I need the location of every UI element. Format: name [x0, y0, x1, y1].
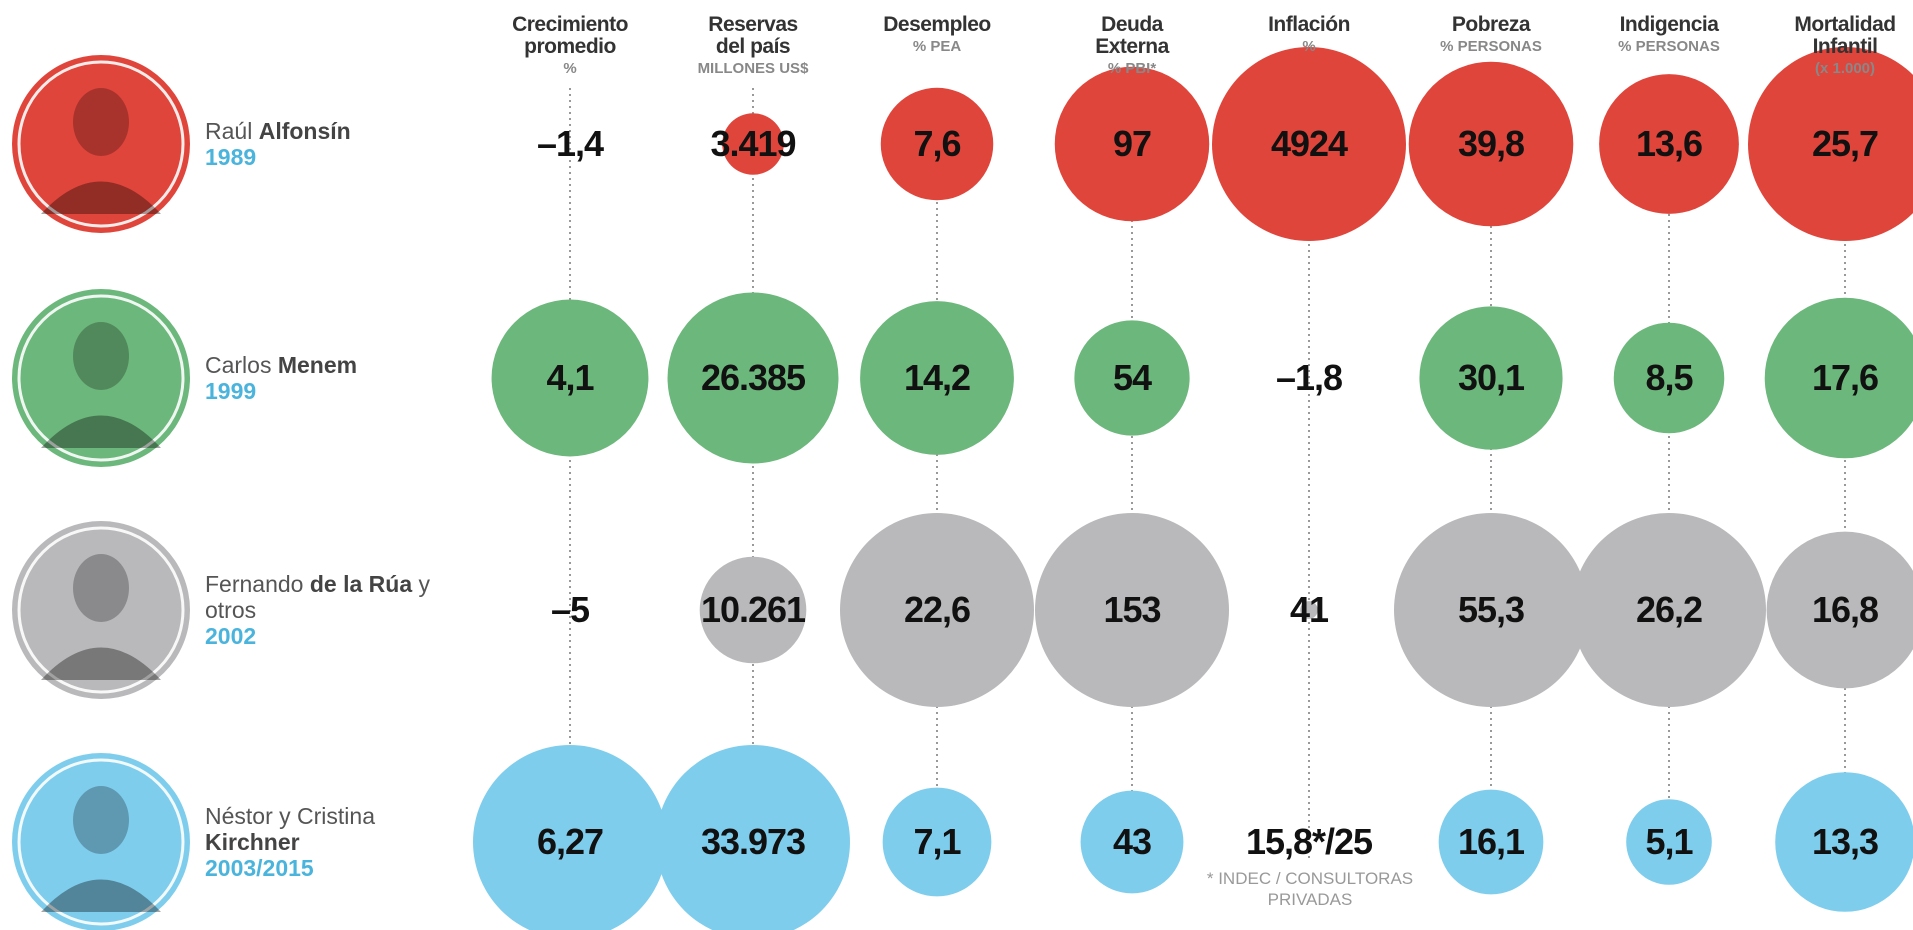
column-title: Externa	[1047, 36, 1217, 58]
column-unit: % PERSONAS	[1406, 36, 1576, 58]
column-header: Pobreza% PERSONAS	[1406, 14, 1576, 58]
cell-value: 7,1	[847, 821, 1027, 863]
column-title: Pobreza	[1406, 14, 1576, 36]
cell-value: 30,1	[1401, 357, 1581, 399]
year: 2002	[205, 623, 435, 649]
column-title: Desempleo	[852, 14, 1022, 36]
year: 1999	[205, 378, 435, 404]
portrait-head	[73, 786, 129, 854]
column-header: Desempleo% PEA	[852, 14, 1022, 58]
cell-value: 55,3	[1401, 589, 1581, 631]
portrait-head	[73, 88, 129, 156]
column-title: Reservas	[668, 14, 838, 36]
portrait-head	[73, 554, 129, 622]
column-unit: % PEA	[852, 36, 1022, 58]
year: 2003/2015	[205, 855, 435, 881]
column-unit: %	[485, 58, 655, 80]
cell-value: 4,1	[480, 357, 660, 399]
column-title: Crecimiento	[485, 14, 655, 36]
cell-value: 13,3	[1755, 821, 1913, 863]
cell-value: 39,8	[1401, 123, 1581, 165]
cell-value: 16,1	[1401, 821, 1581, 863]
year: 1989	[205, 144, 435, 170]
column-title: Mortalidad	[1760, 14, 1913, 36]
cell-value: 7,6	[847, 123, 1027, 165]
cell-value: 41	[1219, 589, 1399, 631]
cell-value: –1,4	[480, 123, 660, 165]
first-name: Néstor y Cristina	[205, 803, 375, 829]
cell-value: 97	[1042, 123, 1222, 165]
cell-value: 10.261	[663, 589, 843, 631]
last-name: Menem	[278, 352, 357, 378]
cell-value: 22,6	[847, 589, 1027, 631]
cell-value: 5,1	[1579, 821, 1759, 863]
column-unit: MILLONES US$	[668, 58, 838, 80]
column-header: Inflación%	[1224, 14, 1394, 58]
column-header: DeudaExterna% PBI*	[1047, 14, 1217, 80]
cell-value: 17,6	[1755, 357, 1913, 399]
page: * INDEC / CONSULTORAS PRIVADAS (() => { …	[0, 0, 1913, 930]
column-title: promedio	[485, 36, 655, 58]
first-name: Fernando	[205, 571, 303, 597]
column-header: Indigencia% PERSONAS	[1584, 14, 1754, 58]
cell-value: 43	[1042, 821, 1222, 863]
cell-value: 3.419	[663, 123, 843, 165]
cell-value: 15,8*/25	[1219, 821, 1399, 863]
cell-value: 14,2	[847, 357, 1027, 399]
column-unit: % PBI*	[1047, 58, 1217, 80]
last-name: Kirchner	[205, 829, 300, 855]
footnote: * INDEC / CONSULTORAS PRIVADAS	[1190, 868, 1430, 910]
last-name: de la Rúa	[310, 571, 412, 597]
column-title: Infantil	[1760, 36, 1913, 58]
cell-value: –1,8	[1219, 357, 1399, 399]
cell-value: 153	[1042, 589, 1222, 631]
column-unit: % PERSONAS	[1584, 36, 1754, 58]
portrait-head	[73, 322, 129, 390]
column-unit: (x 1.000)	[1760, 58, 1913, 80]
cell-value: 54	[1042, 357, 1222, 399]
cell-value: 13,6	[1579, 123, 1759, 165]
cell-value: 33.973	[663, 821, 843, 863]
cell-value: 25,7	[1755, 123, 1913, 165]
first-name: Carlos	[205, 352, 271, 378]
cell-value: 26.385	[663, 357, 843, 399]
cell-value: 4924	[1219, 123, 1399, 165]
column-title: Indigencia	[1584, 14, 1754, 36]
column-unit: %	[1224, 36, 1394, 58]
cell-value: 16,8	[1755, 589, 1913, 631]
first-name: Raúl	[205, 118, 252, 144]
cell-value: 8,5	[1579, 357, 1759, 399]
column-title: del país	[668, 36, 838, 58]
cell-value: –5	[480, 589, 660, 631]
column-title: Inflación	[1224, 14, 1394, 36]
last-name: Alfonsín	[259, 118, 351, 144]
cell-value: 6,27	[480, 821, 660, 863]
cell-value: 26,2	[1579, 589, 1759, 631]
column-title: Deuda	[1047, 14, 1217, 36]
